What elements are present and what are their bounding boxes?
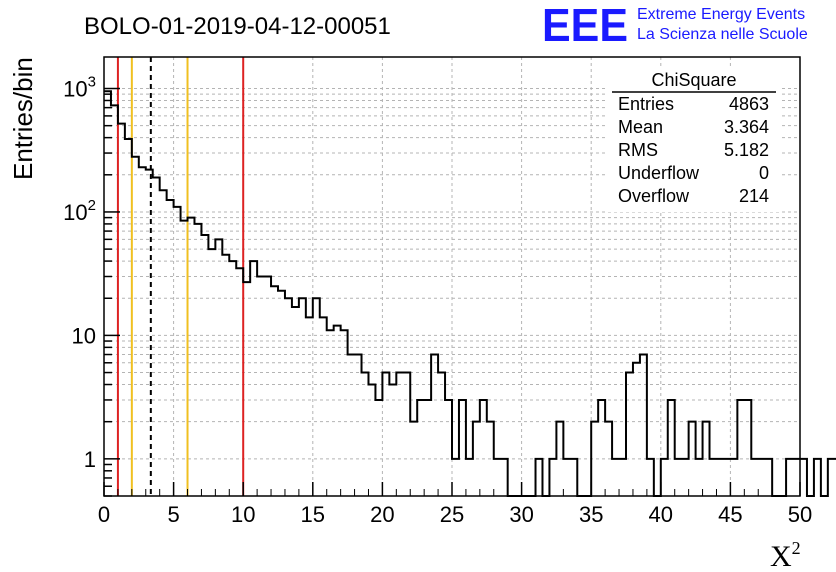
stats-value: 4863 <box>729 94 769 114</box>
y-tick-label: 102 <box>63 197 96 225</box>
x-tick-label: 0 <box>98 502 110 527</box>
x-tick-label: 30 <box>509 502 533 527</box>
logo-line-2: La Scienza nelle Scuole <box>637 26 808 43</box>
stats-value: 214 <box>739 186 769 206</box>
x-tick-label: 40 <box>649 502 673 527</box>
x-axis-label: X2 <box>770 538 801 572</box>
eee-logo: EEE Extreme Energy Events La Scienza nel… <box>542 0 808 51</box>
x-tick-label: 35 <box>579 502 603 527</box>
stats-value: 0 <box>759 163 769 183</box>
logo-mark: EEE <box>542 0 628 51</box>
x-tick-label: 50 <box>788 502 812 527</box>
stats-value: 3.364 <box>724 117 769 137</box>
stats-label: RMS <box>618 140 658 160</box>
stats-label: Underflow <box>618 163 700 183</box>
grid-lines <box>103 57 801 496</box>
y-axis-label: Entries/bin <box>8 57 38 180</box>
x-tick-label: 15 <box>301 502 325 527</box>
stats-value: 5.182 <box>724 140 769 160</box>
stats-title: ChiSquare <box>651 70 736 90</box>
y-tick-label: 1 <box>84 447 96 472</box>
stats-label: Overflow <box>618 186 690 206</box>
x-tick-label: 20 <box>370 502 394 527</box>
y-axis: 1 10 102 103 <box>63 74 120 497</box>
x-tick-label: 10 <box>231 502 255 527</box>
stats-label: Entries <box>618 94 674 114</box>
x-tick-label: 25 <box>440 502 464 527</box>
logo-line-1: Extreme Energy Events <box>637 6 805 23</box>
x-tick-label: 5 <box>167 502 179 527</box>
x-tick-label: 45 <box>718 502 742 527</box>
stats-label: Mean <box>618 117 663 137</box>
chart-title: BOLO-01-2019-04-12-00051 <box>84 13 391 40</box>
x-axis: 0 5 10 15 20 25 30 35 40 45 50 <box>98 482 812 527</box>
y-tick-label: 10 <box>72 323 96 348</box>
y-tick-label: 103 <box>63 74 96 102</box>
stats-box: ChiSquare Entries 4863 Mean 3.364 RMS 5.182 Un… <box>608 66 781 212</box>
